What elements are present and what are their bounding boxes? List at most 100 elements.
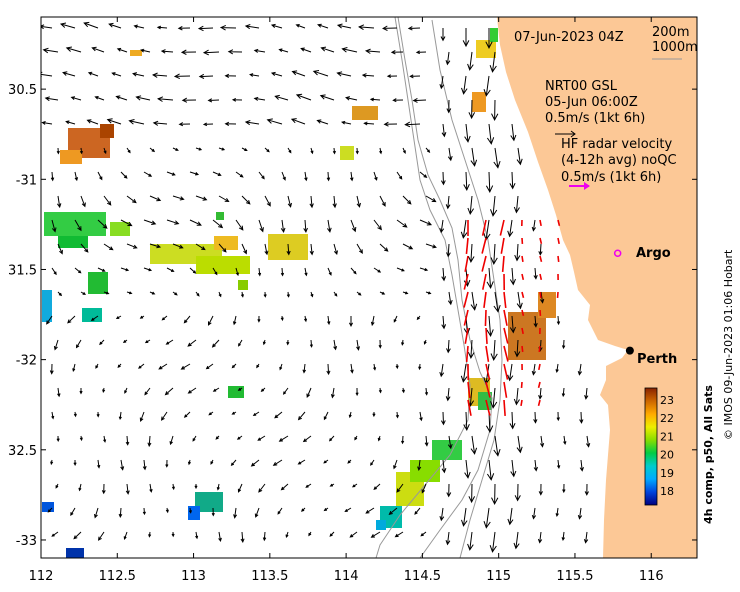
hf-arrow: [538, 345, 541, 353]
current-arrow: [467, 243, 475, 263]
current-arrow: [327, 267, 332, 276]
current-arrow: [326, 219, 332, 233]
current-arrow: [533, 459, 538, 472]
current-arrow: [219, 24, 237, 31]
current-arrow: [47, 507, 53, 513]
current-arrow: [483, 75, 491, 97]
current-arrow: [329, 531, 335, 537]
sst-patch: [44, 212, 106, 236]
current-arrow: [365, 507, 375, 514]
current-arrow: [370, 315, 375, 327]
hf-arrow: [503, 363, 509, 380]
current-arrow: [464, 459, 471, 479]
x-tick-label: 113.5: [251, 569, 288, 584]
current-arrow: [41, 24, 53, 30]
current-arrow: [417, 459, 422, 471]
current-arrow: [173, 73, 191, 80]
current-arrow: [166, 219, 180, 225]
y-tick-label: 32.5: [8, 444, 37, 459]
current-arrow: [373, 363, 377, 371]
current-arrow: [138, 363, 145, 369]
hf-arrow: [482, 273, 487, 290]
current-arrow: [244, 120, 260, 126]
current-arrow: [373, 267, 382, 273]
current-arrow: [577, 363, 583, 376]
current-arrow: [252, 411, 260, 417]
current-arrow: [286, 243, 291, 256]
credit-text: © IMOS 09-Jun-2023 01:06 Hobart: [722, 249, 735, 440]
x-tick-label: 112.5: [99, 569, 136, 584]
current-arrow: [467, 51, 474, 71]
current-arrow: [336, 23, 352, 29]
current-arrow: [181, 97, 197, 103]
hf-arrow: [463, 291, 469, 308]
current-arrow: [212, 267, 218, 276]
current-arrow: [56, 147, 60, 155]
current-arrow: [70, 507, 76, 517]
sst-patch: [195, 492, 223, 512]
current-arrow: [509, 267, 516, 286]
current-arrow: [531, 363, 537, 376]
current-arrow: [396, 219, 408, 228]
current-arrow: [187, 387, 197, 394]
current-arrow: [531, 507, 537, 520]
current-arrow: [232, 315, 237, 326]
current-arrow: [286, 291, 290, 298]
current-arrow: [59, 22, 76, 29]
current-arrow: [258, 171, 265, 180]
current-arrow: [328, 435, 335, 442]
current-arrow: [250, 459, 260, 467]
current-arrow: [73, 459, 77, 466]
current-arrow: [420, 531, 427, 537]
current-arrow: [165, 459, 169, 468]
current-arrow: [152, 120, 168, 126]
current-arrow: [65, 120, 76, 125]
current-arrow: [309, 195, 314, 209]
current-arrow: [300, 47, 312, 53]
current-arrow: [140, 48, 151, 53]
current-arrow: [425, 291, 432, 295]
current-arrow: [126, 243, 138, 249]
current-arrow: [264, 243, 269, 256]
current-arrow: [256, 363, 260, 369]
hf-radar-arrows: [463, 219, 561, 417]
current-arrow: [194, 484, 198, 490]
current-arrow: [148, 531, 152, 538]
current-arrow: [264, 195, 271, 207]
hf-arrow: [485, 399, 491, 416]
current-arrow: [463, 411, 470, 431]
current-arrow: [349, 531, 358, 538]
current-arrow: [441, 315, 447, 330]
sst-patch: [58, 236, 88, 248]
current-arrow: [440, 171, 446, 186]
current-arrow: [149, 147, 156, 153]
hf-arrow: [503, 399, 506, 417]
current-arrow: [180, 49, 197, 55]
current-arrow: [297, 411, 306, 421]
current-arrow: [460, 219, 468, 239]
current-arrow: [287, 195, 292, 208]
sst-patch: [352, 106, 378, 120]
current-arrow: [218, 195, 230, 203]
current-arrow: [139, 315, 145, 319]
current-arrow: [103, 147, 107, 155]
current-arrow: [510, 459, 517, 478]
current-arrow: [332, 147, 336, 155]
current-arrow: [78, 483, 82, 492]
current-arrow: [257, 315, 261, 323]
current-arrow: [51, 219, 57, 233]
current-arrow: [218, 147, 226, 151]
hf-arrow: [521, 255, 524, 263]
current-arrow: [237, 483, 243, 493]
current-arrow: [304, 315, 308, 323]
current-arrow: [491, 483, 499, 505]
current-arrow: [538, 387, 543, 400]
colorbar-title: 4h comp, p50, All Sats: [702, 385, 715, 524]
current-arrow: [57, 243, 63, 255]
current-arrow: [218, 243, 227, 253]
current-arrow: [103, 291, 110, 295]
current-arrow: [79, 388, 83, 395]
y-tick-label: -31: [16, 173, 37, 188]
current-arrow: [333, 291, 338, 297]
current-arrow: [103, 435, 107, 443]
